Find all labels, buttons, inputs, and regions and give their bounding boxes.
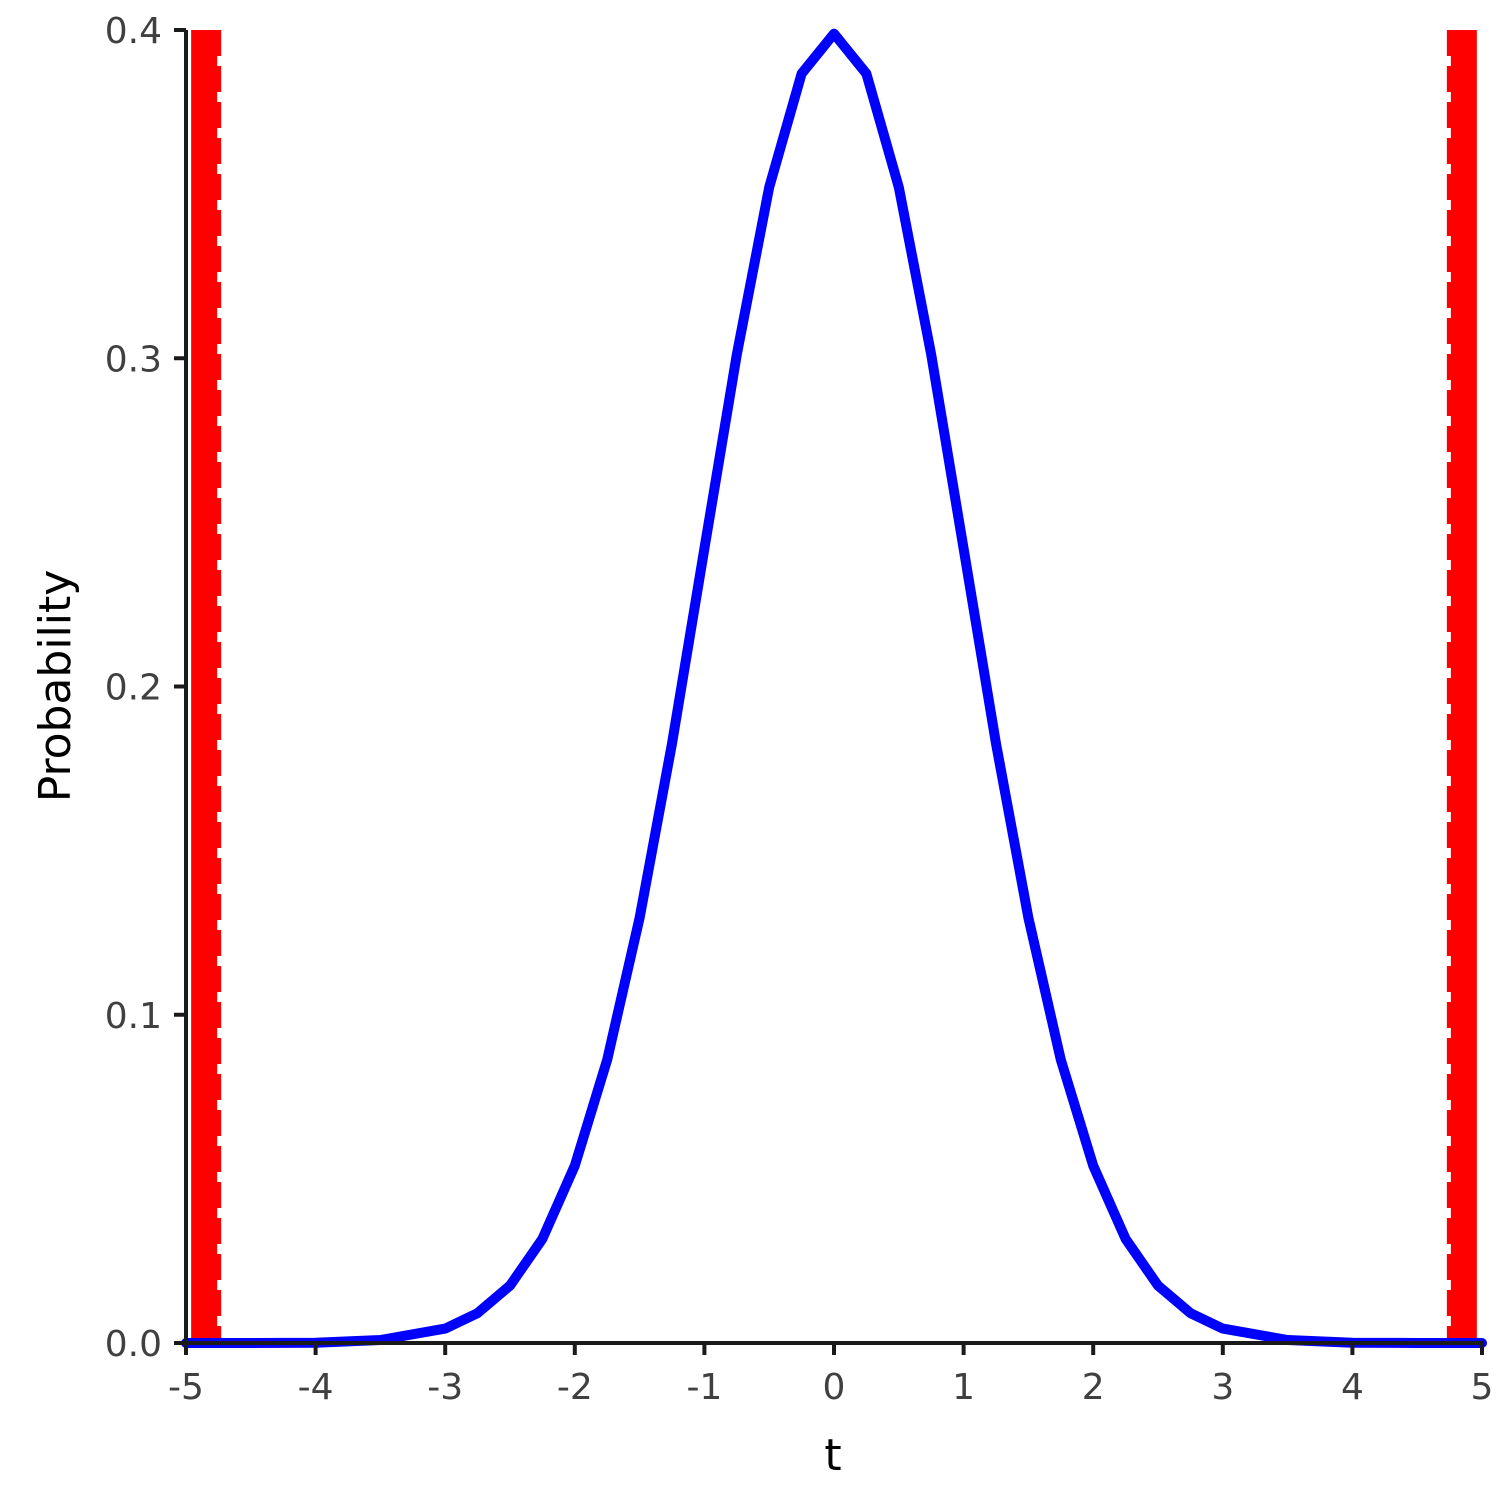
x-tick-label: -4: [298, 1367, 334, 1408]
y-tick-label: 0.4: [105, 11, 162, 52]
x-axis-ticks: -5 -4 -3 -2 -1 0 1 2 3 4 5: [168, 1343, 1493, 1408]
x-tick-label: 1: [952, 1367, 975, 1408]
density-curve-line: [181, 28, 1487, 1348]
x-tick-label: 5: [1471, 1367, 1494, 1408]
x-tick-label: -1: [686, 1367, 722, 1408]
y-tick-label: 0.1: [105, 996, 162, 1037]
x-tick-label: -2: [557, 1367, 593, 1408]
x-tick-label: 2: [1082, 1367, 1105, 1408]
y-tick-label: 0.3: [105, 339, 162, 380]
x-tick-label: -3: [427, 1367, 463, 1408]
x-tick-label: 4: [1341, 1367, 1364, 1408]
y-tick-label: 0.2: [105, 668, 162, 709]
x-tick-label: 0: [823, 1367, 846, 1408]
y-tick-label: 0.0: [105, 1324, 162, 1365]
x-tick-label: -5: [168, 1367, 204, 1408]
axes: [184, 30, 1484, 1345]
critical-value-lines: [191, 30, 1477, 1343]
density-curve-layer: [181, 28, 1487, 1348]
x-axis-title: t: [824, 1430, 841, 1481]
x-tick-label: 3: [1211, 1367, 1234, 1408]
y-axis-ticks: 0.0 0.1 0.2 0.3 0.4: [105, 11, 186, 1365]
y-axis-title: Probability: [30, 570, 81, 803]
